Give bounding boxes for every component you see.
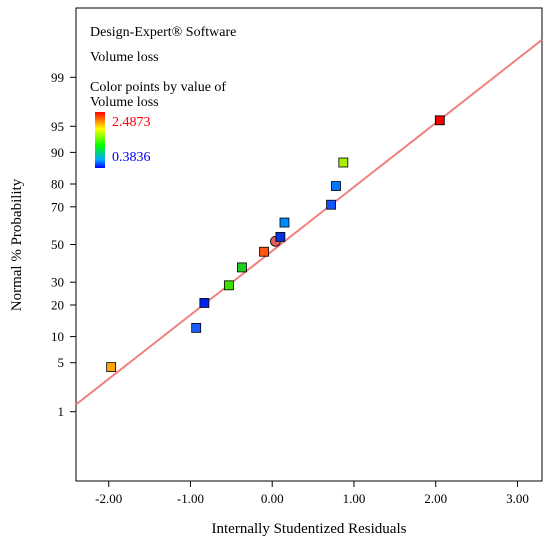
x-tick-label: 1.00: [343, 491, 366, 506]
plot-frame: [75, 7, 543, 482]
response-label: Volume loss: [90, 50, 159, 65]
data-point: [223, 280, 234, 291]
data-point: [199, 298, 210, 308]
y-tick-label: 5: [58, 355, 65, 370]
legend-min-label: 0.3836: [112, 150, 151, 165]
data-point: [237, 262, 247, 273]
legend-max-label: 2.4873: [112, 115, 151, 130]
color-scale-bar: [95, 112, 105, 168]
data-point: [434, 115, 445, 126]
data-point: [338, 157, 349, 168]
data-point: [279, 217, 290, 228]
y-tick-label: 50: [51, 237, 64, 252]
x-tick-label: -1.00: [177, 491, 204, 506]
y-axis-title: Normal % Probability: [9, 178, 25, 311]
y-tick-label: 95: [51, 119, 64, 134]
legend: Design-Expert® Software Volume loss Colo…: [90, 25, 236, 168]
y-axis: 1 5 10 20 30 50 70 80 90 95 99: [51, 70, 76, 419]
plot-area: [75, 7, 543, 482]
x-tick-label: 2.00: [424, 491, 447, 506]
points-layer: [106, 115, 445, 373]
y-tick-label: 10: [51, 329, 64, 344]
y-tick-label: 70: [51, 199, 64, 214]
y-tick-label: 30: [51, 275, 64, 290]
x-tick-label: 0.00: [261, 491, 284, 506]
y-tick-label: 20: [51, 297, 64, 312]
software-label: Design-Expert® Software: [90, 25, 236, 40]
x-tick-label: 3.00: [506, 491, 529, 506]
y-tick-label: 90: [51, 145, 64, 160]
data-point: [259, 246, 269, 257]
x-tick-label: -2.00: [95, 491, 122, 506]
data-point: [326, 199, 336, 210]
data-point: [331, 181, 341, 191]
y-tick-label: 80: [51, 177, 64, 192]
legend-title-line2: Volume loss: [90, 95, 159, 110]
data-point: [275, 232, 286, 242]
y-tick-label: 99: [51, 70, 64, 85]
y-tick-label: 1: [58, 404, 65, 419]
reference-line-layer: [75, 39, 543, 406]
data-point: [106, 362, 117, 373]
x-axis: -2.00 -1.00 0.00 1.00 2.00 3.00: [95, 481, 529, 506]
data-point: [191, 322, 202, 333]
x-axis-title: Internally Studentized Residuals: [212, 521, 407, 537]
reference-line: [75, 39, 543, 406]
legend-title-line1: Color points by value of: [90, 80, 226, 95]
